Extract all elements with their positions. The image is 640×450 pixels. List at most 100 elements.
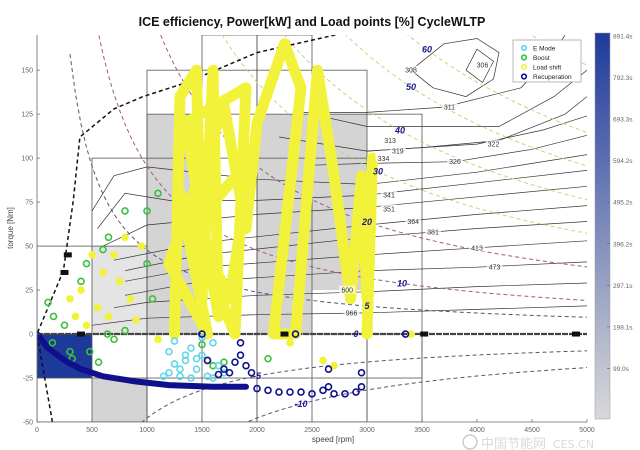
x-tick-label: 1500 [194,427,210,434]
load-point-box [256,35,313,422]
bsfc-contour-line [465,48,494,84]
load-shift-point [93,303,102,312]
colorbar-bar [594,32,611,420]
bsfc-contour-label: 308 [405,68,417,75]
bsfc-contour-label: 334 [378,156,390,163]
bsfc-label-bg [343,308,360,317]
load-shift-point [154,335,162,344]
bsfc-contour-line [410,38,500,97]
legend-marker-icon [520,44,528,52]
series-marks [37,38,580,398]
boost-point [121,326,129,335]
x-tick-label: 5000 [579,427,595,434]
black-marker [572,331,580,337]
bsfc-contour-label: 341 [383,193,395,200]
boost-point [48,339,57,347]
watermark-text: 中国节能网 [481,437,546,450]
boost-point [44,298,52,307]
recuperation-point [236,339,245,347]
boost-point [110,335,118,344]
e-mode-point [165,347,173,356]
load-shift-point [110,251,118,259]
load-shift-point [121,233,129,242]
y-tick-label: -50 [23,420,33,427]
boost-point [104,233,113,242]
e-mode-point [165,368,173,377]
bsfc-contour-label: 413 [471,245,483,252]
x-axis-label: speed [rpm] [312,435,354,444]
bsfc-contour-label: 313 [384,138,396,145]
bsfc-contour-label: 381 [427,230,439,237]
black-marker [280,331,289,337]
bsfc-label-bg [375,153,392,162]
power-line-label: -5 [253,371,262,381]
legend-marker-icon [520,63,528,71]
x-tick-label: 2000 [249,427,265,434]
boost-point [60,321,69,330]
recuperation-point [357,383,366,391]
recuperation-point [247,368,256,377]
bsfc-contour-line [113,282,587,309]
bsfc-contour-label: 326 [449,159,461,166]
load-shift-point [99,268,107,277]
boost-point [264,354,272,363]
legend: E Mode Boost Load shift Recuperation [512,39,582,83]
bsfc-label-bg [403,65,419,74]
recuperation-point [253,384,261,393]
boost-point [148,295,157,303]
bsfc-contour-label: 351 [383,207,395,214]
bsfc-label-bg [469,243,485,252]
colorbar-tick-label: 495.2s [613,200,633,207]
load-shift-point [132,316,140,324]
recuperation-point [319,386,327,395]
recuperation-point [324,365,333,374]
e-mode-point [214,361,223,370]
power-line-label: 60 [422,45,432,55]
colorbar-tick-label: 693.3s [613,117,633,124]
recuperation-point [308,390,316,398]
y-tick-label: 100 [21,156,33,163]
y-tick-label: -25 [23,376,33,383]
recuperation-point [198,330,206,338]
colorbar-tick-label: 198.1s [613,324,633,331]
boost-point [220,358,228,366]
load-shift-point [104,312,113,321]
colorbar-tick-label: 792.3s [613,75,633,82]
colorbar-tick-label: 594.2s [613,158,633,165]
bsfc-label-bg [447,157,463,166]
recuperation-point [324,383,333,391]
black-marker [420,331,429,337]
bsfc-contour-line [102,185,587,247]
colorbar: 99.0s 198.1s 297.1s 396.2s 495.2s 594.2s 693.3… [594,32,633,420]
load-shift-point [71,312,80,321]
x-tick-label: 3500 [414,427,430,434]
boost-point [99,245,107,254]
boost-point [143,207,151,215]
e-mode-point [159,372,168,381]
boost-point [103,330,112,338]
bsfc-contour-line [278,96,587,152]
y-tick-label: 75 [25,200,33,207]
bsfc-label-bg [381,204,397,213]
legend-label: Boost [533,55,550,62]
bsfc-contour-label: 322 [488,142,500,149]
y-tick-label: 50 [25,244,33,251]
power-line [69,54,587,318]
boost-point [198,340,206,349]
y-axis-label: torque [Nm] [6,207,15,249]
watermark-logo: 中国节能网 CES.CN [462,434,594,450]
y-tick-label: 125 [21,112,33,119]
bsfc-contour-line [311,69,587,127]
recuperation-point [297,388,305,396]
x-tick-label: 500 [86,427,98,434]
e-mode-point [192,365,201,374]
legend-marker-icon [520,73,528,80]
recuperation-point [220,365,228,374]
power-line-label: 20 [361,217,372,227]
boost-point [143,259,151,268]
power-line-label: 10 [397,278,407,288]
black-marker [77,331,85,337]
boost-point [94,358,103,366]
e-mode-point [192,354,201,363]
